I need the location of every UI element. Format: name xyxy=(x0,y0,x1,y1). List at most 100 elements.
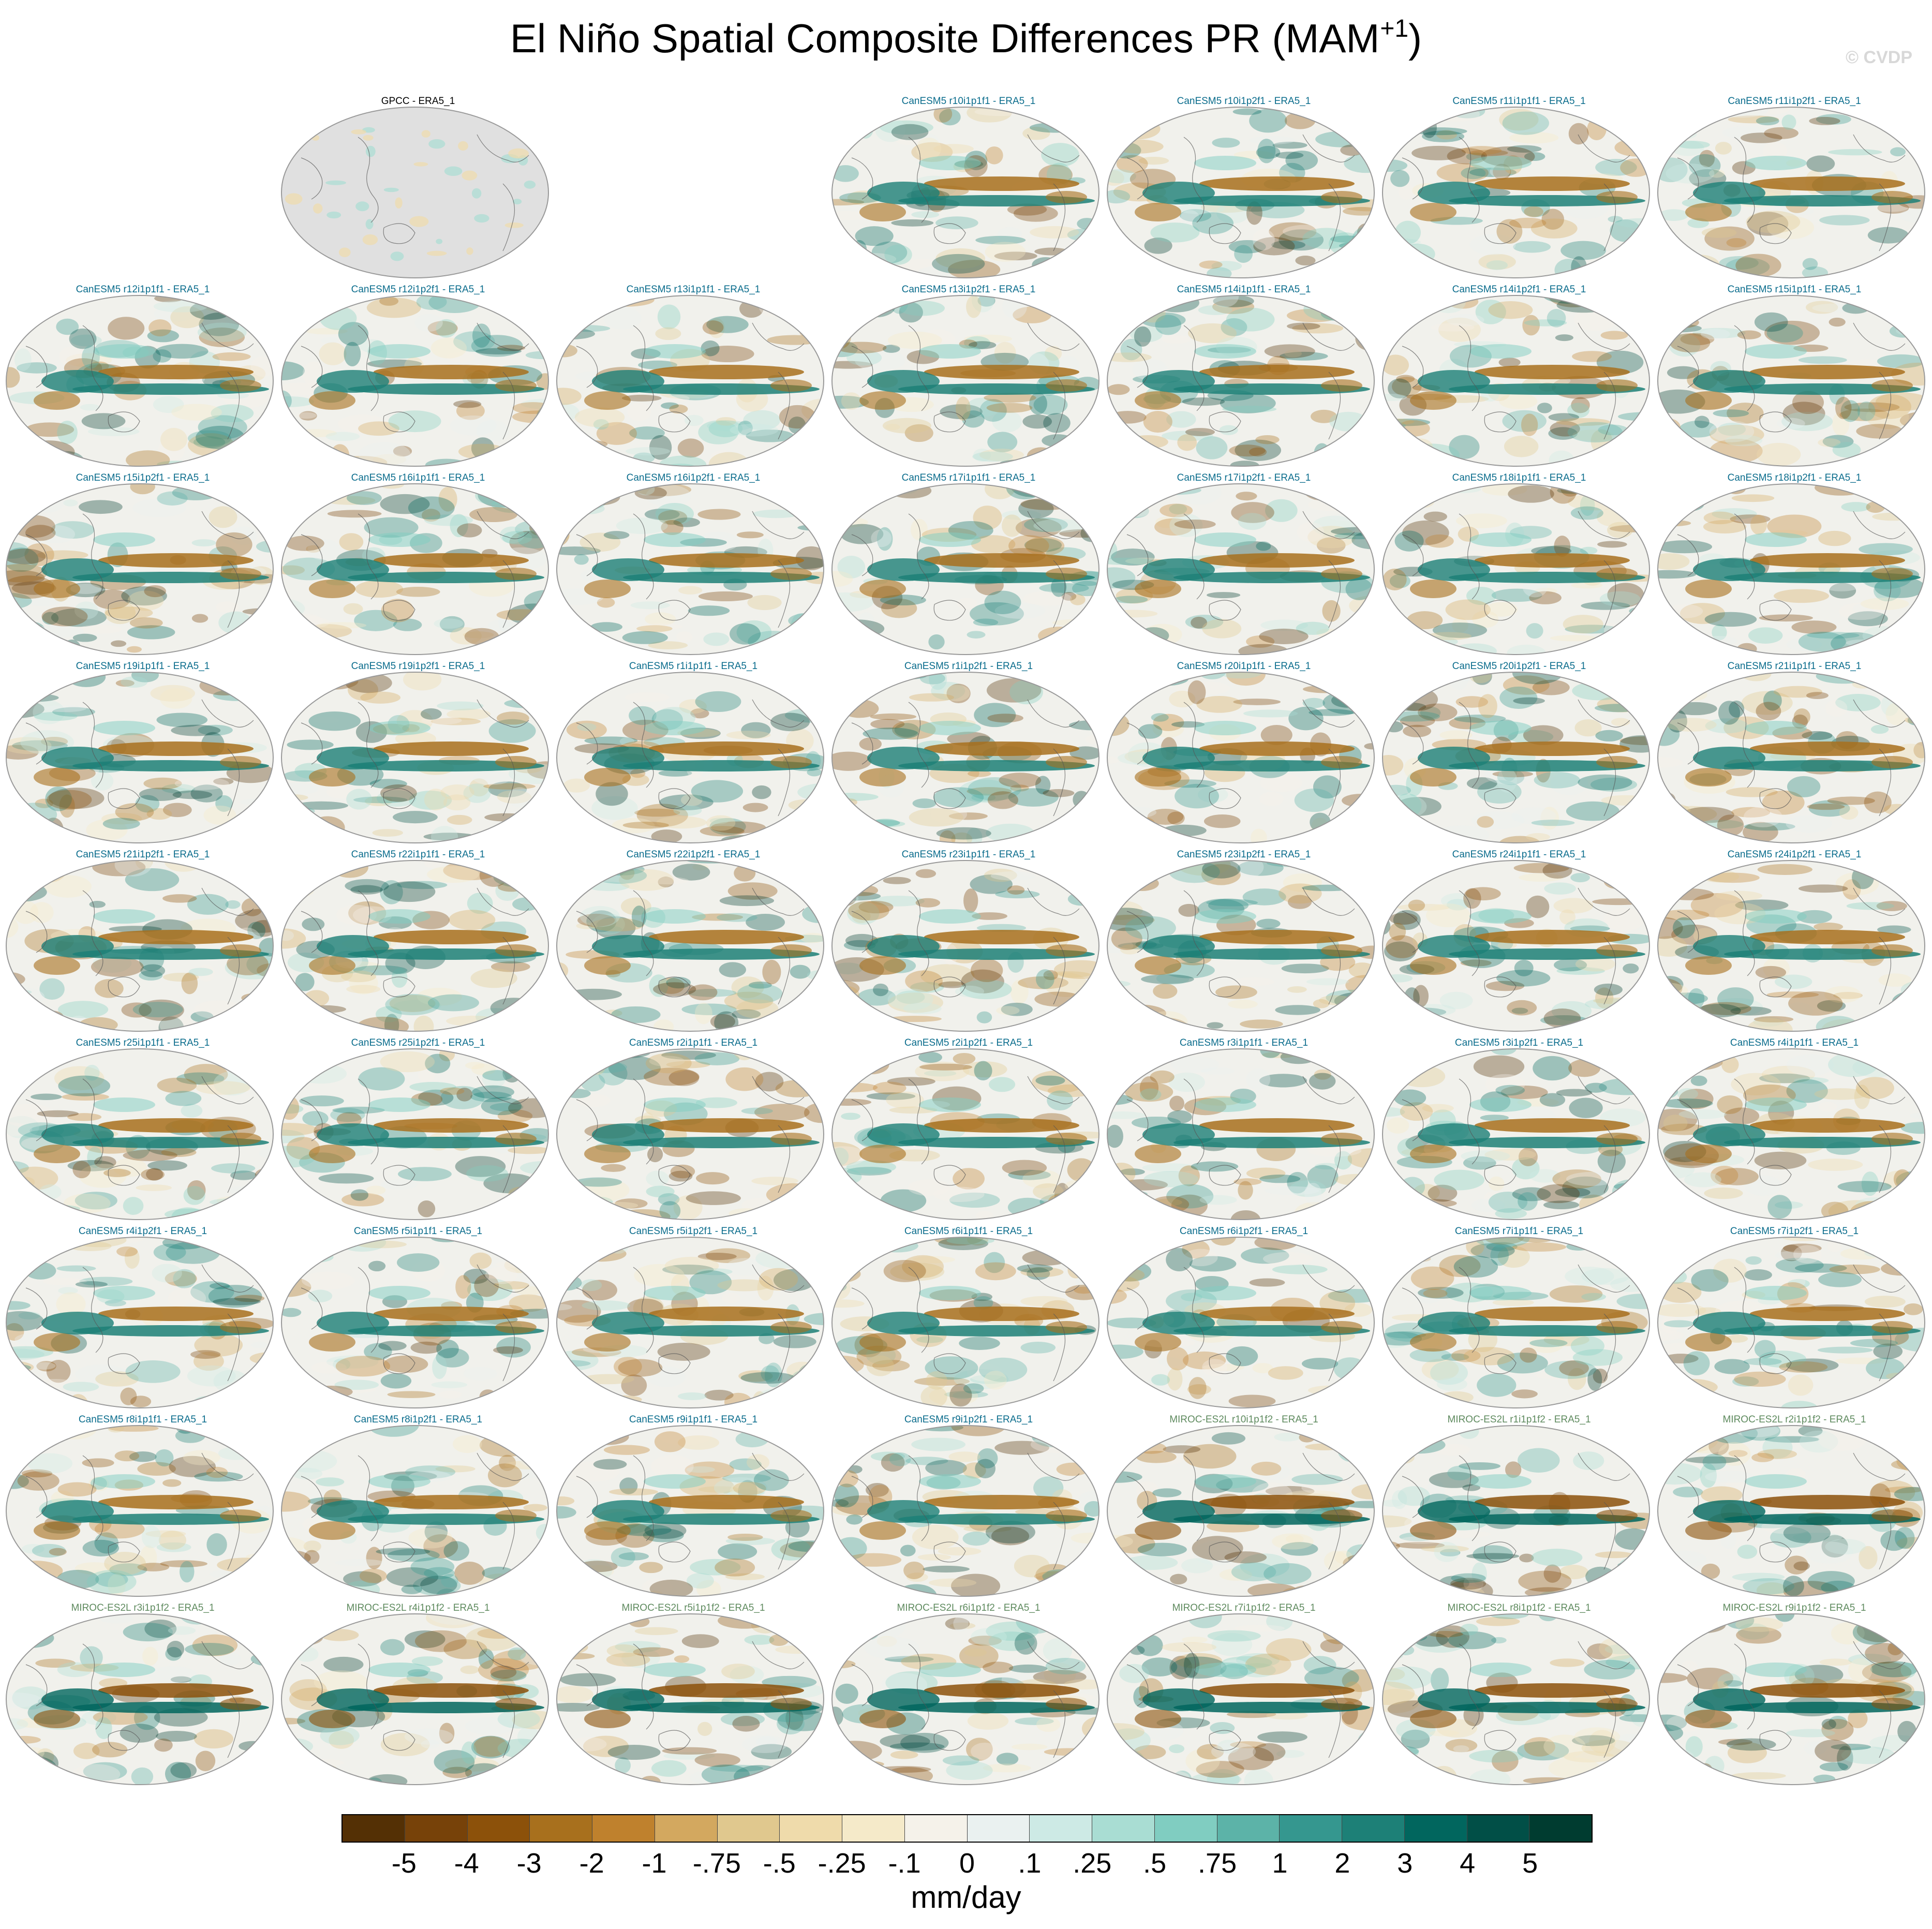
map-panel: CanESM5 r17i1p1f1 - ERA5_1 xyxy=(831,472,1106,660)
colorbar-swatch xyxy=(467,1815,530,1842)
map-panel-label: CanESM5 r24i1p1f1 - ERA5_1 xyxy=(1452,849,1586,860)
map-panel: CanESM5 r24i1p1f1 - ERA5_1 xyxy=(1381,849,1657,1036)
colorbar-swatch xyxy=(904,1815,968,1842)
map-globe xyxy=(556,1613,824,1785)
map-panel: MIROC-ES2L r1i1p1f2 - ERA5_1 xyxy=(1381,1414,1657,1601)
map-panel-label: CanESM5 r5i1p1f1 - ERA5_1 xyxy=(353,1226,483,1237)
figure-title: El Niño Spatial Composite Differences PR… xyxy=(0,14,1932,62)
map-globe xyxy=(1657,1613,1925,1785)
map-panel-label: CanESM5 r22i1p2f1 - ERA5_1 xyxy=(626,849,761,860)
map-panel: CanESM5 r10i1p2f1 - ERA5_1 xyxy=(1106,96,1381,283)
map-panel-label: MIROC-ES2L r8i1p1f2 - ERA5_1 xyxy=(1447,1602,1591,1613)
map-panel: CanESM5 r19i1p1f1 - ERA5_1 xyxy=(5,661,280,848)
map-globe xyxy=(1107,295,1375,467)
map-panel: CanESM5 r14i1p2f1 - ERA5_1 xyxy=(1381,284,1657,471)
colorbar-units: mm/day xyxy=(911,1880,1021,1915)
map-panel: CanESM5 r1i1p1f1 - ERA5_1 xyxy=(556,661,831,848)
map-panel-label: CanESM5 r21i1p1f1 - ERA5_1 xyxy=(1727,661,1862,672)
map-globe xyxy=(1657,860,1925,1032)
map-globe xyxy=(281,860,549,1032)
map-panel: CanESM5 r11i1p1f1 - ERA5_1 xyxy=(1381,96,1657,283)
map-panel: MIROC-ES2L r5i1p1f2 - ERA5_1 xyxy=(556,1602,831,1790)
colorbar-swatch xyxy=(1030,1815,1092,1842)
map-panel-label: CanESM5 r11i1p2f1 - ERA5_1 xyxy=(1728,96,1861,107)
map-panel: CanESM5 r18i1p1f1 - ERA5_1 xyxy=(1381,472,1657,660)
map-panel-label: CanESM5 r14i1p2f1 - ERA5_1 xyxy=(1452,284,1586,295)
map-panel-label: MIROC-ES2L r4i1p1f2 - ERA5_1 xyxy=(346,1602,490,1613)
map-panel-label: CanESM5 r21i1p2f1 - ERA5_1 xyxy=(76,849,210,860)
map-globe xyxy=(1107,860,1375,1032)
colorbar-tick-label: -2 xyxy=(579,1848,604,1879)
map-panel: CanESM5 r23i1p1f1 - ERA5_1 xyxy=(831,849,1106,1036)
map-globe xyxy=(281,295,549,467)
colorbar-swatch xyxy=(530,1815,592,1842)
map-panel-label: CanESM5 r13i1p2f1 - ERA5_1 xyxy=(901,284,1036,295)
map-globe xyxy=(1382,107,1650,278)
map-globe xyxy=(1657,107,1925,278)
map-panel-label: CanESM5 r11i1p1f1 - ERA5_1 xyxy=(1452,96,1586,107)
map-globe xyxy=(6,1048,274,1220)
map-panel-label: CanESM5 r25i1p1f1 - ERA5_1 xyxy=(76,1037,210,1048)
colorbar-swatch xyxy=(1280,1815,1342,1842)
map-panel-label: MIROC-ES2L r9i1p1f2 - ERA5_1 xyxy=(1722,1602,1866,1613)
map-panel-label: CanESM5 r1i1p1f1 - ERA5_1 xyxy=(629,661,758,672)
map-globe xyxy=(1382,1048,1650,1220)
map-globe xyxy=(6,672,274,843)
map-panel: CanESM5 r8i1p1f1 - ERA5_1 xyxy=(5,1414,280,1601)
colorbar-tick-label: -1 xyxy=(642,1848,667,1879)
map-panel-label: CanESM5 r20i1p1f1 - ERA5_1 xyxy=(1177,661,1311,672)
map-globe xyxy=(1382,483,1650,655)
map-panel-label: CanESM5 r23i1p2f1 - ERA5_1 xyxy=(1177,849,1311,860)
colorbar-tick-label: -4 xyxy=(454,1848,479,1879)
map-globe xyxy=(1107,483,1375,655)
colorbar-swatch xyxy=(1404,1815,1467,1842)
map-globe xyxy=(556,483,824,655)
map-panel-label: CanESM5 r6i1p1f1 - ERA5_1 xyxy=(904,1226,1033,1237)
colorbar-tick-label: 2 xyxy=(1334,1848,1350,1879)
map-panel-label: CanESM5 r7i1p1f1 - ERA5_1 xyxy=(1454,1226,1584,1237)
colorbar-tick-label: -.75 xyxy=(692,1848,741,1879)
map-globe xyxy=(1382,860,1650,1032)
map-globe xyxy=(6,1613,274,1785)
map-panel-label: CanESM5 r3i1p1f1 - ERA5_1 xyxy=(1179,1037,1309,1048)
map-panel: CanESM5 r6i1p1f1 - ERA5_1 xyxy=(831,1226,1106,1413)
map-panel-label: CanESM5 r24i1p2f1 - ERA5_1 xyxy=(1727,849,1862,860)
map-globe xyxy=(831,107,1099,278)
map-panel-label: CanESM5 r15i1p1f1 - ERA5_1 xyxy=(1727,284,1862,295)
map-panel: CanESM5 r11i1p2f1 - ERA5_1 xyxy=(1657,96,1932,283)
map-globe xyxy=(1107,1048,1375,1220)
map-panel: CanESM5 r4i1p2f1 - ERA5_1 xyxy=(5,1226,280,1413)
map-panel-label: CanESM5 r18i1p1f1 - ERA5_1 xyxy=(1452,472,1586,483)
map-panel-label: CanESM5 r19i1p1f1 - ERA5_1 xyxy=(76,661,210,672)
colorbar-tick-label: 0 xyxy=(959,1848,975,1879)
map-globe xyxy=(831,1613,1099,1785)
map-panel: CanESM5 r14i1p1f1 - ERA5_1 xyxy=(1106,284,1381,471)
map-panel: MIROC-ES2L r4i1p1f2 - ERA5_1 xyxy=(280,1602,556,1790)
map-panel: CanESM5 r5i1p2f1 - ERA5_1 xyxy=(556,1226,831,1413)
map-panel-label: CanESM5 r23i1p1f1 - ERA5_1 xyxy=(901,849,1036,860)
map-panel-label: CanESM5 r7i1p2f1 - ERA5_1 xyxy=(1730,1226,1859,1237)
map-panel: CanESM5 r2i1p2f1 - ERA5_1 xyxy=(831,1037,1106,1225)
map-panel: CanESM5 r16i1p1f1 - ERA5_1 xyxy=(280,472,556,660)
map-globe xyxy=(1107,1613,1375,1785)
map-panel: CanESM5 r12i1p1f1 - ERA5_1 xyxy=(5,284,280,471)
map-globe xyxy=(831,295,1099,467)
map-panel: CanESM5 r6i1p2f1 - ERA5_1 xyxy=(1106,1226,1381,1413)
map-globe xyxy=(281,1425,549,1597)
map-panel-label: CanESM5 r4i1p2f1 - ERA5_1 xyxy=(78,1226,207,1237)
watermark: © CVDP xyxy=(1846,48,1912,67)
map-panel: CanESM5 r7i1p1f1 - ERA5_1 xyxy=(1381,1226,1657,1413)
map-globe xyxy=(1657,1048,1925,1220)
map-panel: MIROC-ES2L r10i1p1f2 - ERA5_1 xyxy=(1106,1414,1381,1601)
colorbar-tick-label: -.1 xyxy=(888,1848,921,1879)
colorbar-tick-label: 5 xyxy=(1522,1848,1538,1879)
map-panel-label: CanESM5 r2i1p1f1 - ERA5_1 xyxy=(629,1037,758,1048)
map-panel-label: CanESM5 r9i1p1f1 - ERA5_1 xyxy=(629,1414,758,1425)
colorbar-swatch xyxy=(1467,1815,1530,1842)
map-panel: CanESM5 r18i1p2f1 - ERA5_1 xyxy=(1657,472,1932,660)
map-panel: CanESM5 r13i1p1f1 - ERA5_1 xyxy=(556,284,831,471)
map-panel-label: MIROC-ES2L r10i1p1f2 - ERA5_1 xyxy=(1169,1414,1318,1425)
map-panel-label: CanESM5 r15i1p2f1 - ERA5_1 xyxy=(76,472,210,483)
map-globe xyxy=(831,483,1099,655)
map-panel: CanESM5 r7i1p2f1 - ERA5_1 xyxy=(1657,1226,1932,1413)
